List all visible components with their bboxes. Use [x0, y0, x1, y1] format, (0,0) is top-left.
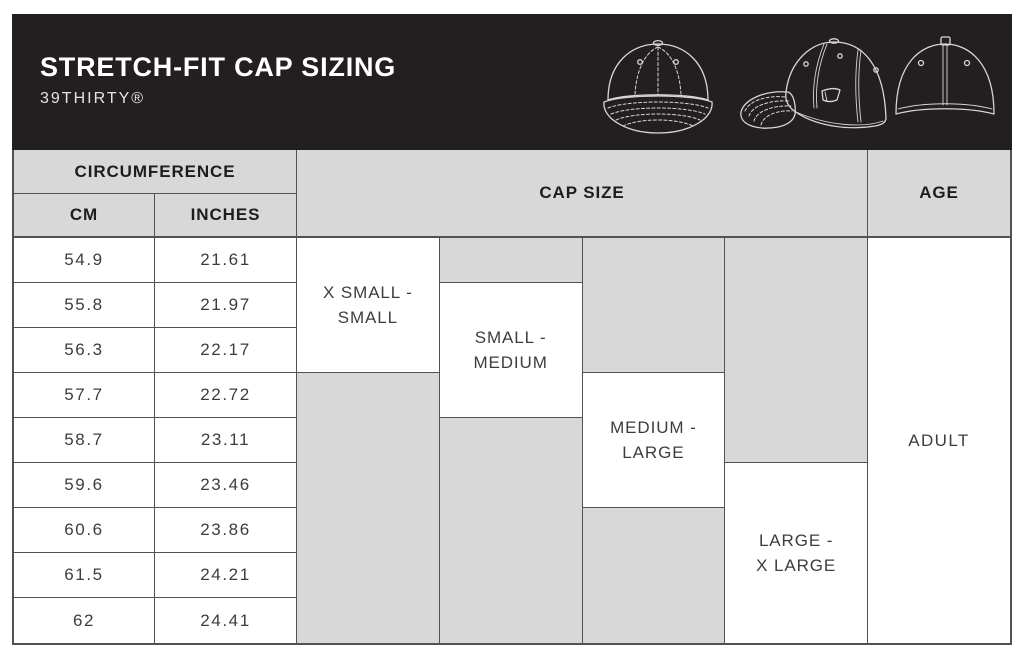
cap-size-header: CAP SIZE — [297, 150, 868, 238]
inches-value: 21.61 — [155, 238, 297, 283]
circumference-header: CIRCUMFERENCE — [14, 150, 297, 194]
product-line-label: 39THIRTY® — [40, 90, 146, 107]
cm-value: 55.8 — [14, 283, 155, 328]
cm-value: 61.5 — [14, 553, 155, 598]
age-value: ADULT — [908, 430, 970, 450]
cap-size-box-xsmall-small: X SMALL - SMALL — [297, 238, 440, 373]
cap-size-box-medium-large: MEDIUM - LARGE — [582, 373, 726, 508]
cm-value: 60.6 — [14, 508, 155, 553]
inches-value: 22.72 — [155, 373, 297, 418]
cm-value: 57.7 — [14, 373, 155, 418]
inches-value: 23.11 — [155, 418, 297, 463]
inches-value: 22.17 — [155, 328, 297, 373]
cap-front-icon — [603, 39, 713, 134]
cap-size-box-small-medium: SMALL - MEDIUM — [439, 283, 583, 418]
cap-size-fill — [439, 418, 583, 643]
cap-back-icon — [895, 36, 995, 115]
page-title: STRETCH-FIT CAP SIZING — [40, 52, 397, 82]
cm-header: CM — [14, 194, 155, 238]
cap-size-fill — [582, 508, 726, 643]
age-header: AGE — [868, 150, 1010, 238]
cap-illustrations — [603, 36, 995, 134]
cap-size-label: MEDIUM - LARGE — [610, 417, 697, 463]
cap-size-fill — [582, 238, 726, 373]
sizing-table: CIRCUMFERENCE CM INCHES CAP SIZE AGE 54.… — [12, 150, 1012, 645]
inches-value: 24.21 — [155, 553, 297, 598]
cap-size-fill — [439, 238, 583, 283]
cap-side-icon — [740, 38, 887, 129]
cap-size-label: LARGE - X LARGE — [756, 530, 837, 576]
inches-header: INCHES — [155, 194, 297, 238]
inches-value: 23.46 — [155, 463, 297, 508]
banner-text: STRETCH-FIT CAP SIZING 39THIRTY® — [40, 52, 396, 108]
inches-value: 24.41 — [155, 598, 297, 643]
cap-size-fill — [725, 238, 868, 463]
cm-value: 59.6 — [14, 463, 155, 508]
cm-value: 56.3 — [14, 328, 155, 373]
cm-value: 58.7 — [14, 418, 155, 463]
inches-value: 21.97 — [155, 283, 297, 328]
cap-size-fill — [297, 373, 440, 643]
cap-size-label: SMALL - MEDIUM — [473, 327, 548, 373]
inches-value: 23.86 — [155, 508, 297, 553]
cm-value: 54.9 — [14, 238, 155, 283]
banner: STRETCH-FIT CAP SIZING 39THIRTY® — [12, 14, 1012, 150]
cm-value: 62 — [14, 598, 155, 643]
cap-size-box-large-xlarge: LARGE - X LARGE — [725, 463, 868, 643]
cap-size-label: X SMALL - SMALL — [323, 282, 413, 328]
